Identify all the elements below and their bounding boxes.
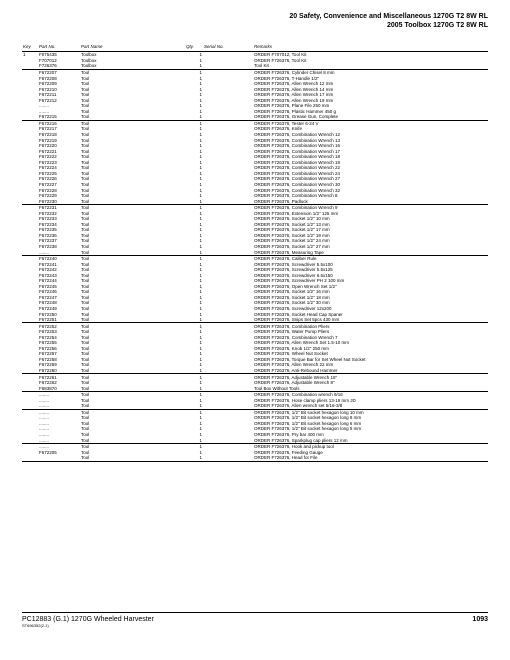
- col-qty: Qty.: [185, 42, 203, 52]
- cell-key: [22, 455, 38, 461]
- header-line-2: 2005 Toolbox 1270G T2 8W RL: [22, 21, 488, 30]
- cell-remarks: ORDER F726376, Head for File: [253, 455, 488, 461]
- cell-qty: 1: [185, 455, 203, 461]
- col-partno: Part No.: [38, 42, 80, 52]
- header-line-1: 20 Safety, Convenience and Miscellaneous…: [22, 12, 488, 21]
- footer-left-2: ST696352(2.1): [22, 623, 154, 628]
- col-serialno: Serial No.: [203, 42, 253, 52]
- col-remarks: Remarks: [253, 42, 488, 52]
- header-block: 20 Safety, Convenience and Miscellaneous…: [22, 12, 488, 30]
- table-header-row: Key Part No. Part Name Qty. Serial No. R…: [22, 42, 488, 52]
- cell-serialno: [203, 455, 253, 461]
- parts-table: Key Part No. Part Name Qty. Serial No. R…: [22, 42, 488, 461]
- footer-page: 1093: [472, 616, 488, 623]
- col-key: Key: [22, 42, 38, 52]
- cell-partname: Tool: [80, 455, 185, 461]
- col-partname: Part Name: [80, 42, 185, 52]
- footer: PC12883 (G.1) 1270G Wheeled Harvester ST…: [22, 612, 488, 628]
- page: 20 Safety, Convenience and Miscellaneous…: [0, 0, 510, 660]
- cell-partno: [38, 455, 80, 461]
- table-row: Tool1 ORDER F726376, Head for File: [22, 455, 488, 461]
- footer-left-1: PC12883 (G.1) 1270G Wheeled Harvester: [22, 616, 154, 623]
